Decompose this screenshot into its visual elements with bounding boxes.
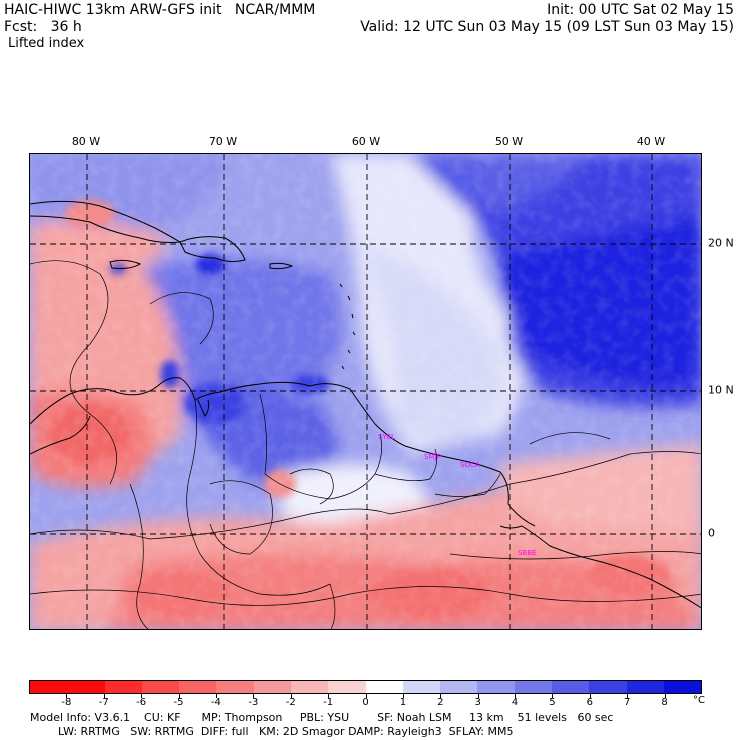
coastlines <box>30 200 701 609</box>
colorbar-swatch <box>402 681 441 693</box>
colorbar-label: 6 <box>586 697 594 708</box>
colorbar-label: 5 <box>549 697 556 708</box>
colorbar-tick <box>627 694 629 698</box>
colorbar-tick <box>552 694 554 698</box>
colorbar-swatch <box>365 681 403 693</box>
colorbar-label: -6 <box>136 697 147 708</box>
graticule <box>30 154 701 629</box>
colorbar-tick <box>664 694 666 698</box>
init-time: Init: 00 UTC Sat 02 May 15 <box>547 2 734 18</box>
colorbar-tick <box>440 694 442 698</box>
lifted-index-map: SYEL SMJP SOCA SBBE <box>29 153 702 630</box>
colorbar-tick <box>328 694 330 698</box>
colorbar-tick <box>178 694 180 698</box>
colorbar-label: 4 <box>511 697 519 708</box>
colorbar-label: -2 <box>285 697 296 708</box>
colorbar-swatch <box>290 681 329 693</box>
colorbar-label: 2 <box>437 697 444 708</box>
station-smjp: SMJP <box>424 453 441 461</box>
lon-label-70w: 70 W <box>208 135 238 148</box>
colorbar-swatch <box>551 681 590 693</box>
borders <box>129 393 501 629</box>
stations: SYEL SMJP SOCA SBBE <box>378 433 536 557</box>
colorbar-tick <box>365 694 367 698</box>
colorbar-unit: °C <box>693 695 705 706</box>
lon-label-80w: 80 W <box>71 135 101 148</box>
forecast-hour: Fcst: 36 h <box>4 19 82 35</box>
colorbar-label: -8 <box>61 697 72 708</box>
colorbar-swatch <box>253 681 291 693</box>
colorbar-label: 1 <box>399 697 407 708</box>
model-title: HAIC-HIWC 13km ARW-GFS init NCAR/MMM <box>4 2 316 18</box>
footer-physics-info: LW: RRTMG SW: RRTMG DIFF: full KM: 2D Sm… <box>30 725 514 738</box>
colorbar-tick <box>66 694 68 698</box>
lon-label-50w: 50 W <box>494 135 524 148</box>
colorbar-swatch <box>216 681 254 693</box>
colorbar-label: -3 <box>248 697 259 708</box>
colorbar-label: 0 <box>362 697 369 708</box>
colorbar-swatch <box>440 681 478 693</box>
colorbar-swatch <box>663 681 702 693</box>
lat-label-20n: 20 N <box>708 236 734 250</box>
colorbar-swatch <box>179 681 217 693</box>
station-soca: SOCA <box>460 461 480 469</box>
contours <box>30 260 701 606</box>
lon-label-60w: 60 W <box>351 135 381 148</box>
lat-label-0: 0 <box>708 526 715 540</box>
colorbar-label: -1 <box>323 697 334 708</box>
colorbar-tick <box>477 694 479 698</box>
colorbar-swatch <box>589 681 627 693</box>
footer-model-info: Model Info: V3.6.1 CU: KF MP: Thompson P… <box>30 711 614 724</box>
colorbar-tick <box>290 694 292 698</box>
colorbar-swatch <box>477 681 515 693</box>
colorbar-swatch <box>104 681 142 693</box>
colorbar-label: -4 <box>210 697 221 708</box>
colorbar-tick <box>515 694 517 698</box>
colorbar <box>29 680 702 694</box>
colorbar-tick <box>103 694 105 698</box>
field-name: Lifted index <box>8 36 85 51</box>
colorbar-tick <box>589 694 591 698</box>
map-canvas: SYEL SMJP SOCA SBBE <box>30 154 701 629</box>
colorbar-tick <box>215 694 217 698</box>
colorbar-swatch <box>67 681 105 693</box>
station-syel: SYEL <box>378 433 395 441</box>
colorbar-tick <box>402 694 404 698</box>
colorbar-label: 7 <box>624 697 631 708</box>
lat-label-10n: 10 N <box>708 383 734 397</box>
colorbar-label: 8 <box>661 697 668 708</box>
colorbar-swatch <box>514 681 552 693</box>
field-texture <box>30 154 701 629</box>
colorbar-swatch <box>328 681 366 693</box>
colorbar-swatch <box>626 681 664 693</box>
colorbar-label: -5 <box>173 697 184 708</box>
colorbar-swatch <box>30 681 68 693</box>
colorbar-label: -7 <box>98 697 109 708</box>
station-sbbe: SBBE <box>518 549 536 557</box>
colorbar-tick <box>253 694 255 698</box>
colorbar-label: 3 <box>474 697 481 708</box>
lon-label-40w: 40 W <box>636 135 666 148</box>
valid-time: Valid: 12 UTC Sun 03 May 15 (09 LST Sun … <box>360 19 734 35</box>
colorbar-tick <box>141 694 143 698</box>
colorbar-swatch <box>141 681 180 693</box>
